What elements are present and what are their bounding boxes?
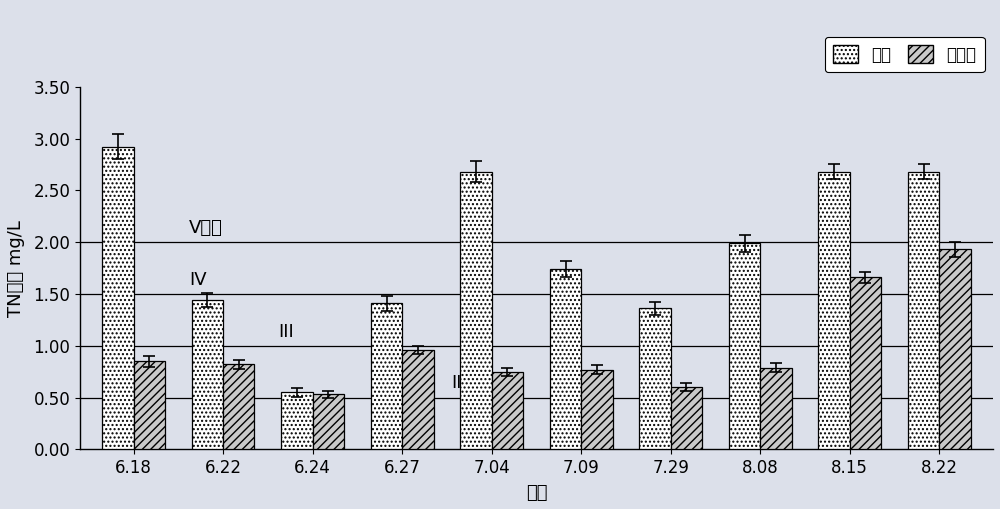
Bar — [850, 277, 881, 449]
Bar — [818, 172, 850, 449]
Bar — [460, 172, 492, 449]
Bar — [581, 370, 613, 449]
X-axis label: 日期: 日期 — [526, 484, 547, 502]
Bar — [550, 269, 581, 449]
Y-axis label: TN浓度 mg/L: TN浓度 mg/L — [7, 220, 25, 317]
Bar — [671, 387, 702, 449]
Bar — [281, 392, 313, 449]
Bar — [492, 372, 523, 449]
Bar — [639, 308, 671, 449]
Bar — [729, 243, 760, 449]
Text: V类水: V类水 — [189, 219, 223, 237]
Bar — [760, 367, 792, 449]
Bar — [102, 147, 134, 449]
Bar — [134, 361, 165, 449]
Bar — [313, 394, 344, 449]
Text: II: II — [451, 375, 462, 392]
Bar — [908, 172, 939, 449]
Text: III: III — [279, 323, 294, 341]
Bar — [192, 300, 223, 449]
Bar — [402, 350, 434, 449]
Text: IV: IV — [189, 271, 207, 289]
Bar — [223, 364, 254, 449]
Bar — [371, 303, 402, 449]
Legend: 进水, 田面水: 进水, 田面水 — [825, 37, 985, 72]
Bar — [939, 249, 971, 449]
